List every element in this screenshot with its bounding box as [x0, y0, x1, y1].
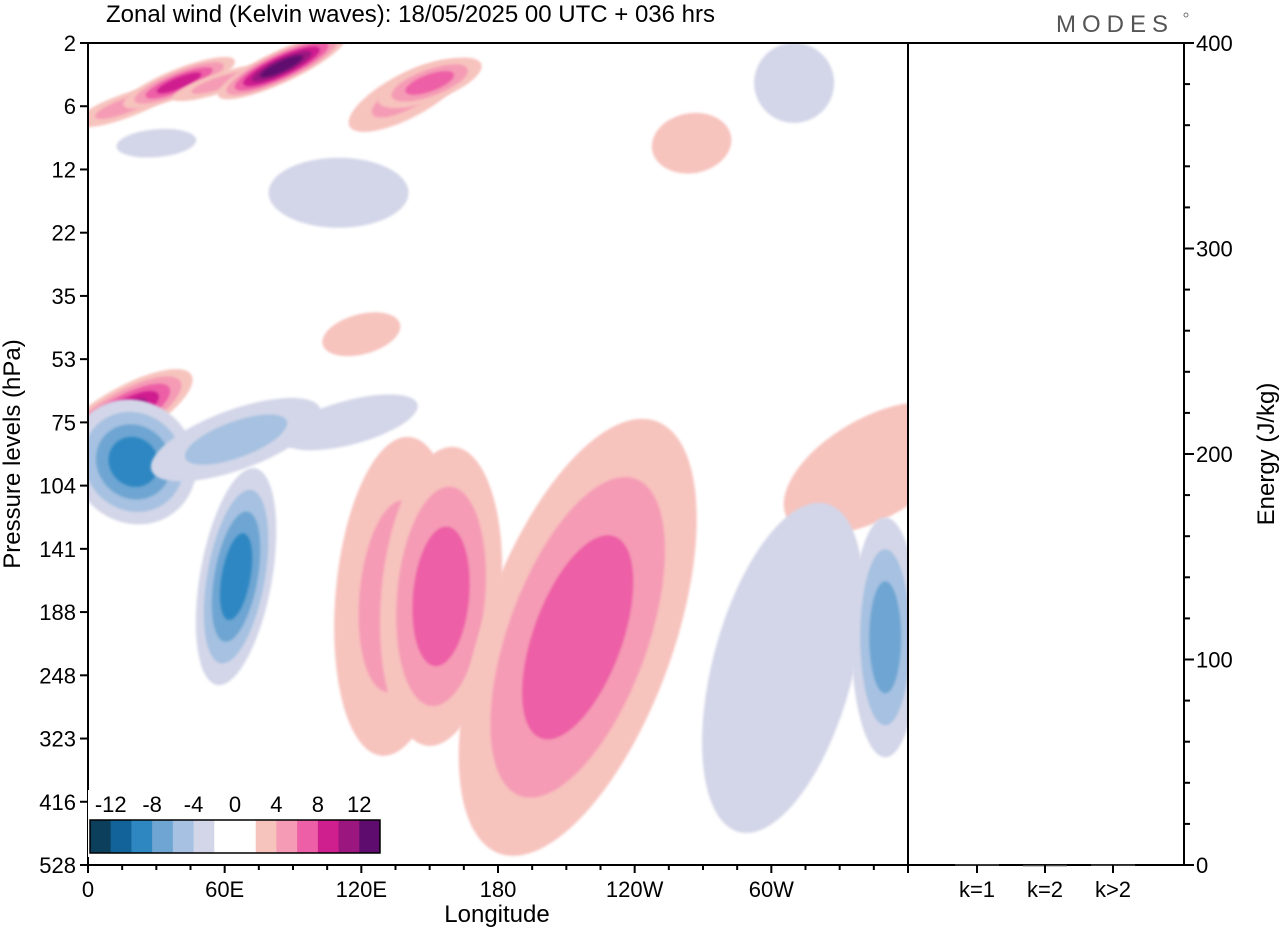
negative-wind-contour	[754, 43, 835, 123]
y-axis-label: Pressure levels (hPa)	[0, 339, 26, 568]
modes-logo: MODES	[1056, 11, 1174, 38]
negative-wind-contour	[282, 394, 418, 451]
negative-wind-contour	[116, 128, 197, 158]
energy-tick-label: 200	[1196, 442, 1233, 467]
negative-wind-contour	[108, 436, 159, 487]
colorbar: -12 -8 -4 0 4 8 12	[88, 790, 382, 857]
y-tick-label: 104	[39, 474, 76, 499]
colorbar-swatch	[338, 820, 360, 853]
y-tick-label: 53	[52, 347, 76, 372]
x-tick-label: 120E	[336, 877, 387, 902]
colorbar-tick-label: 8	[312, 792, 324, 817]
energy-axes: 0 100 200 300 400	[1184, 31, 1233, 878]
y-tick-label: 323	[39, 727, 76, 752]
colorbar-swatch	[255, 820, 277, 853]
positive-wind-contour	[260, 55, 303, 78]
positive-wind-contour	[322, 312, 401, 357]
negative-wind-contour	[702, 502, 864, 834]
positive-wind-contour	[783, 401, 908, 535]
energy-axis-label: Energy (J/kg)	[1253, 383, 1280, 526]
energy-panel: 0 100 200 300 400 k=1 k=2 k>2 Energy (J/kg)	[907, 31, 1280, 902]
energy-tick-label: 100	[1196, 648, 1233, 673]
energy-bars: k=1 k=2 k>2	[955, 864, 1135, 902]
colorbar-tick-label: -12	[95, 792, 127, 817]
y-tick-label: 188	[39, 600, 76, 625]
colorbar-swatch	[235, 820, 257, 853]
category-label: k>2	[1095, 877, 1131, 902]
positive-wind-contour	[405, 71, 454, 95]
y-tick-label: 22	[52, 221, 76, 246]
x-tick-label: 60E	[205, 877, 244, 902]
y-tick-label: 75	[52, 410, 76, 435]
category-label: k=1	[959, 877, 995, 902]
energy-tick-label: 0	[1196, 853, 1208, 878]
negative-wind-contour	[184, 414, 288, 465]
y-tick-label: 12	[52, 157, 76, 182]
positive-wind-contour	[156, 72, 202, 94]
positive-wind-contour	[412, 526, 470, 667]
chart-title: Zonal wind (Kelvin waves): 18/05/2025 00…	[106, 1, 715, 28]
x-tick-label: 180	[480, 877, 517, 902]
negative-wind-contour	[219, 533, 253, 621]
negative-wind-contour	[268, 157, 409, 228]
y-tick-label: 6	[64, 94, 76, 119]
colorbar-swatch	[90, 820, 112, 853]
x-tick-label: 0	[82, 877, 94, 902]
heatmap-contours	[88, 43, 908, 856]
colorbar-swatch	[276, 820, 298, 853]
colorbar-tick-label: 12	[347, 792, 371, 817]
y-tick-label: 528	[39, 853, 76, 878]
colorbar-swatch	[317, 820, 340, 853]
y-tick-label: 2	[64, 31, 76, 56]
colorbar-swatch	[110, 820, 132, 853]
energy-tick-label: 300	[1196, 237, 1233, 262]
y-tick-label: 248	[39, 663, 76, 688]
category-label: k=2	[1027, 877, 1063, 902]
colorbar-swatch	[214, 820, 236, 853]
y-tick-label: 416	[39, 790, 76, 815]
colorbar-swatch	[152, 820, 174, 853]
colorbar-swatch	[172, 820, 195, 853]
x-tick-label: 60W	[749, 877, 794, 902]
x-axis-label: Longitude	[444, 901, 549, 928]
negative-wind-contour	[869, 581, 902, 694]
colorbar-tick-label: -4	[184, 792, 204, 817]
logo-mark-icon	[1183, 12, 1189, 18]
colorbar-tick-label: -8	[142, 792, 162, 817]
positive-wind-contour	[651, 112, 732, 174]
colorbar-swatch	[359, 820, 381, 853]
x-tick-label: 120W	[606, 877, 664, 902]
energy-tick-label: 400	[1196, 31, 1233, 56]
colorbar-swatch	[297, 820, 319, 853]
energy-frame	[907, 42, 1185, 866]
colorbar-swatch	[131, 820, 153, 853]
colorbar-tick-label: 0	[229, 792, 241, 817]
positive-wind-contour	[522, 535, 634, 740]
y-tick-label: 141	[39, 537, 76, 562]
y-tick-label: 35	[52, 284, 76, 309]
colorbar-tick-label: 4	[270, 792, 282, 817]
colorbar-swatch	[193, 820, 215, 853]
colorbar-frame	[89, 819, 381, 854]
energy-bar	[955, 864, 999, 866]
